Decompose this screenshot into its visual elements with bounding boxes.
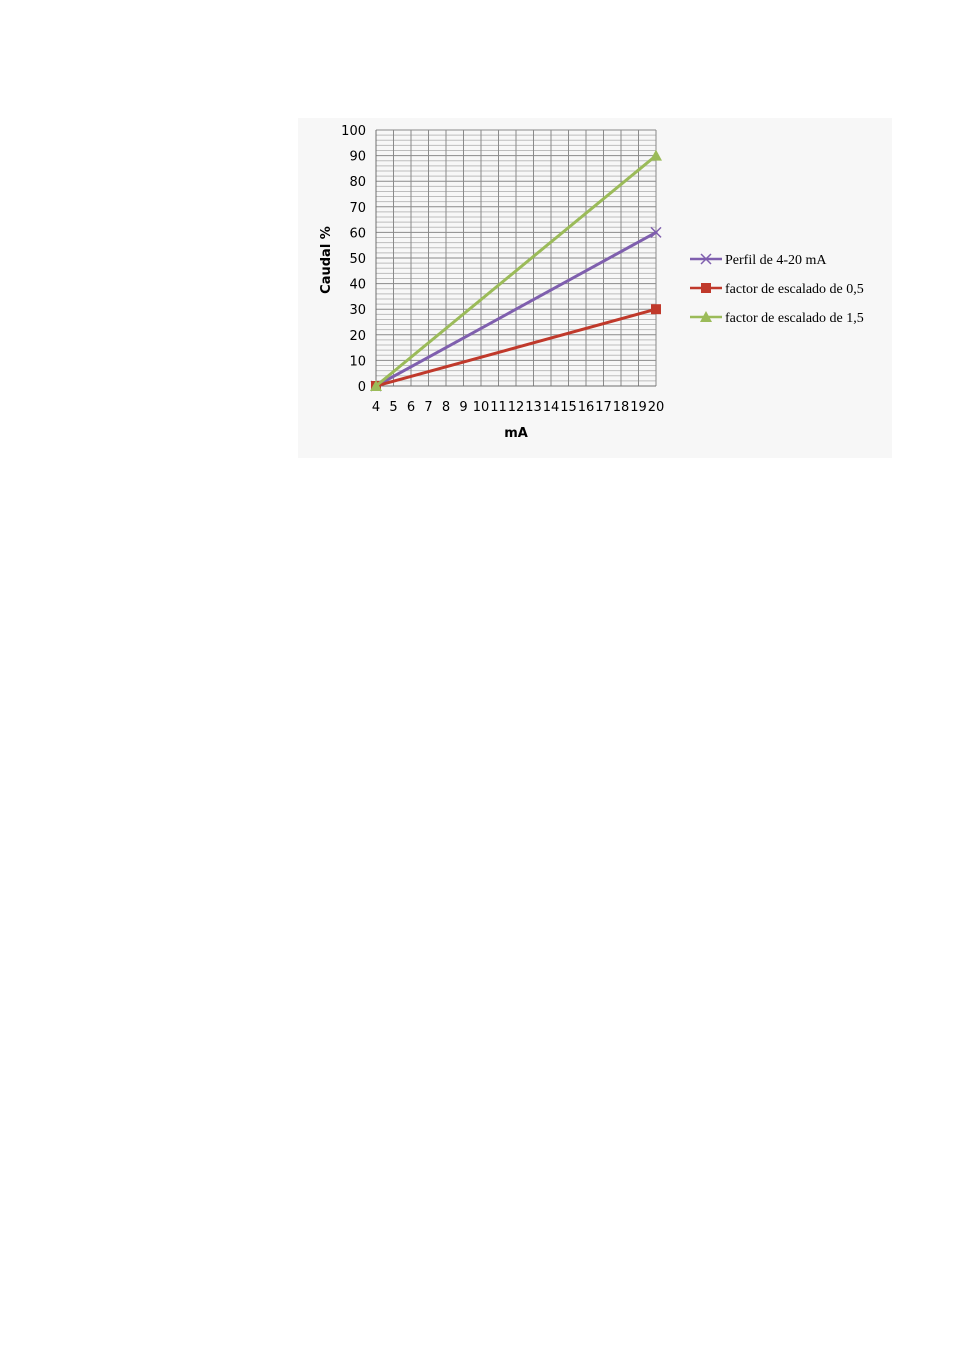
legend-marker	[701, 283, 711, 293]
x-tick-label: 7	[424, 400, 432, 415]
series-line-1	[374, 230, 658, 388]
x-tick-label: 12	[508, 400, 525, 415]
x-tick-label: 17	[595, 400, 612, 415]
x-tick-label: 15	[560, 400, 577, 415]
x-tick-label: 9	[459, 400, 467, 415]
y-tick-label: 30	[349, 303, 366, 318]
x-tick-label: 4	[372, 400, 380, 415]
x-tick-label: 19	[630, 400, 647, 415]
legend: Perfil de 4-20 mA factor de escalado de 0…	[690, 253, 864, 326]
x-tick-label: 14	[543, 400, 560, 415]
y-tick-label: 90	[349, 150, 366, 165]
y-axis-title: Caudal %	[319, 226, 334, 294]
x-tick-label: 20	[648, 400, 665, 415]
legend-label: factor de escalado de 0,5	[725, 282, 864, 297]
series-line-2	[374, 307, 658, 388]
series-3-marker	[370, 380, 382, 391]
x-tick-labels: 4 5 6 7 8 9 10 11 12 13 14 15 16 17 18 19 20	[372, 400, 664, 415]
x-tick-label: 10	[473, 400, 490, 415]
legend-label: factor de escalado de 1,5	[725, 311, 864, 326]
x-tick-label: 16	[578, 400, 595, 415]
legend-label: Perfil de 4-20 mA	[725, 253, 827, 268]
y-tick-label: 40	[349, 278, 366, 293]
axes	[372, 130, 656, 390]
chart-panel: 0 10 20 30 40 50 60 70 80 90 100 4 5 6 7 8 9 10 11 12 13 14 1…	[298, 118, 892, 458]
x-tick-label: 13	[525, 400, 542, 415]
legend-marker	[700, 253, 712, 265]
legend-item: factor de escalado de 0,5	[690, 282, 864, 297]
y-tick-label: 0	[358, 380, 366, 395]
y-tick-label: 80	[349, 175, 366, 190]
series-3-marker	[650, 149, 662, 161]
x-tick-label: 5	[389, 400, 397, 415]
y-tick-label: 100	[341, 124, 366, 139]
y-tick-label: 50	[349, 252, 366, 267]
x-tick-label: 8	[442, 400, 450, 415]
x-tick-label: 11	[490, 400, 507, 415]
series	[370, 149, 662, 392]
x-axis-title: mA	[504, 426, 528, 441]
y-tick-label: 10	[349, 354, 366, 369]
series-1-marker	[650, 226, 662, 238]
series-2-marker	[651, 304, 661, 315]
series-line-3	[374, 154, 658, 388]
y-tick-label: 20	[349, 329, 366, 344]
legend-item: Perfil de 4-20 mA	[690, 253, 827, 268]
y-tick-label: 70	[349, 201, 366, 216]
y-tick-label: 60	[349, 226, 366, 241]
x-tick-label: 18	[613, 400, 630, 415]
legend-item: factor de escalado de 1,5	[690, 311, 864, 326]
legend-marker	[700, 311, 712, 322]
x-tick-label: 6	[407, 400, 415, 415]
y-tick-labels: 0 10 20 30 40 50 60 70 80 90 100	[341, 124, 366, 395]
